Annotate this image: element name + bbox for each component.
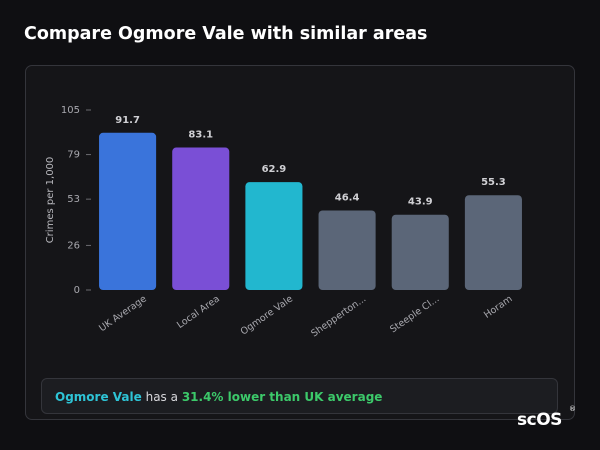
summary-highlight: 31.4% lower than UK average <box>181 390 383 404</box>
bar <box>391 214 449 290</box>
bar <box>245 182 303 290</box>
y-tick-label: 105 <box>61 105 80 116</box>
page-title: Compare Ogmore Vale with similar areas <box>24 24 428 44</box>
y-tick-label: 26 <box>67 240 80 251</box>
value-label: 83.1 <box>188 130 213 141</box>
x-tick-label: Horam <box>482 293 514 320</box>
y-tick-label: 53 <box>67 194 80 205</box>
summary-text: has a <box>145 390 178 404</box>
x-tick-label: Ogmore Vale <box>239 293 296 337</box>
summary-box: Ogmore Vale has a 31.4% lower than UK av… <box>41 378 558 414</box>
x-tick-label: Local Area <box>175 293 222 330</box>
bar <box>99 132 157 290</box>
x-tick-label: UK Average <box>97 293 149 334</box>
x-tick-label: Steeple Cl... <box>388 293 441 335</box>
bar <box>318 210 376 290</box>
bar <box>172 147 230 290</box>
y-tick-label: 79 <box>67 150 80 161</box>
y-axis-label: Crimes per 1,000 <box>45 157 56 244</box>
value-label: 91.7 <box>115 115 140 126</box>
x-tick-label: Shepperton... <box>309 293 368 339</box>
value-label: 43.9 <box>408 197 433 208</box>
y-tick-label: 0 <box>74 285 80 296</box>
summary-area: Ogmore Vale <box>55 390 142 404</box>
value-label: 55.3 <box>481 177 506 188</box>
value-label: 62.9 <box>262 164 287 175</box>
value-label: 46.4 <box>335 192 360 203</box>
bar <box>464 195 522 290</box>
logo: scOS <box>517 410 562 430</box>
logo-mark: ® <box>569 405 576 413</box>
